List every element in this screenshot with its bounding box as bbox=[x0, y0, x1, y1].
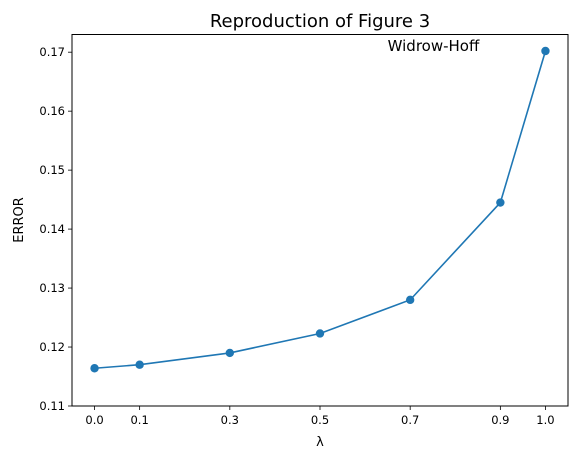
x-tick-label: 0.0 bbox=[85, 413, 103, 427]
x-tick-label: 0.9 bbox=[491, 413, 509, 427]
x-tick-label: 0.1 bbox=[130, 413, 148, 427]
chart-title: Reproduction of Figure 3 bbox=[210, 11, 430, 32]
series-line bbox=[94, 50, 547, 370]
data-point bbox=[90, 364, 99, 373]
y-tick-label: 0.14 bbox=[39, 222, 65, 236]
data-point bbox=[541, 46, 550, 56]
y-tick-label: 0.15 bbox=[39, 163, 65, 177]
data-point bbox=[135, 360, 144, 369]
x-tick-label: 1.0 bbox=[536, 413, 554, 427]
y-tick-label: 0.11 bbox=[39, 399, 65, 413]
annotation-layer: Widrow-Hoff bbox=[388, 37, 480, 55]
x-axis-label: λ bbox=[316, 435, 324, 450]
x-tick-label: 0.7 bbox=[401, 413, 419, 427]
data-point bbox=[496, 198, 505, 207]
y-tick-label: 0.16 bbox=[39, 104, 65, 118]
plot-area-frame bbox=[71, 34, 569, 407]
annotation-label: Widrow-Hoff bbox=[388, 37, 480, 55]
x-tick-label: 0.5 bbox=[311, 413, 329, 427]
y-axis-label: ERROR bbox=[12, 197, 27, 243]
y-tick-label: 0.13 bbox=[39, 281, 65, 295]
data-point bbox=[225, 348, 235, 358]
data-point bbox=[405, 295, 415, 305]
y-tick-label: 0.12 bbox=[39, 340, 65, 354]
tick-layer: 0.0 0.1 0.3 0.5 0.7 0.9 1.0 0.11 0.12 0.13 0.14 0.1… bbox=[39, 45, 554, 427]
series-layer bbox=[90, 46, 550, 373]
y-tick-label: 0.17 bbox=[39, 45, 65, 59]
x-tick-label: 0.3 bbox=[221, 413, 239, 427]
data-point bbox=[315, 329, 325, 338]
